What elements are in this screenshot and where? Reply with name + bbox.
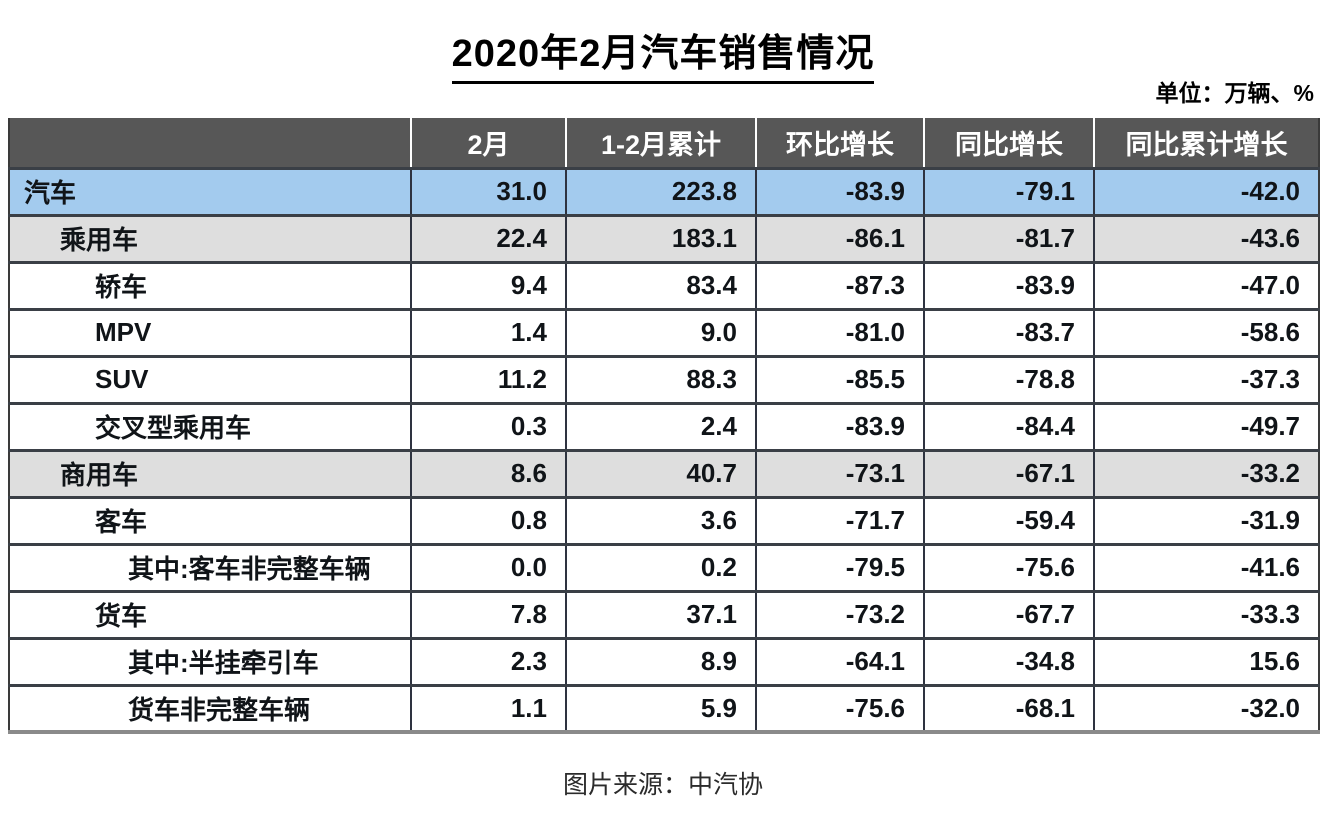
table-header-row: 2月 1-2月累计 环比增长 同比增长 同比累计增长 <box>9 118 1319 168</box>
cell-value: -81.0 <box>755 307 924 356</box>
cell-value: 1.4 <box>410 307 566 356</box>
table-row: 轿车 9.4 83.4 -87.3 -83.9 -47.0 <box>9 260 1319 309</box>
cell-value: -83.7 <box>923 307 1094 356</box>
row-label: 乘用车 <box>9 213 411 262</box>
cell-value: -67.7 <box>923 589 1094 638</box>
cell-value: 31.0 <box>410 166 566 215</box>
cell-value: -75.6 <box>755 683 924 732</box>
cell-value: -75.6 <box>923 542 1094 591</box>
cell-value: 183.1 <box>565 213 756 262</box>
cell-value: 22.4 <box>410 213 566 262</box>
cell-value: 0.2 <box>565 542 756 591</box>
cell-value: 3.6 <box>565 495 756 544</box>
cell-value: 0.0 <box>410 542 566 591</box>
cell-value: 7.8 <box>410 589 566 638</box>
unit-note: 单位：万辆、% <box>1155 80 1314 106</box>
cell-value: 223.8 <box>565 166 756 215</box>
cell-value: -33.3 <box>1093 589 1319 638</box>
row-label: 汽车 <box>9 166 411 215</box>
row-label: 商用车 <box>9 448 411 497</box>
cell-value: -87.3 <box>755 260 924 309</box>
cell-value: -41.6 <box>1093 542 1319 591</box>
table-row: 汽车 31.0 223.8 -83.9 -79.1 -42.0 <box>9 166 1319 215</box>
table-row: 其中:客车非完整车辆 0.0 0.2 -79.5 -75.6 -41.6 <box>9 542 1319 591</box>
cell-value: -79.1 <box>923 166 1094 215</box>
cell-value: -58.6 <box>1093 307 1319 356</box>
row-label: MPV <box>9 307 411 356</box>
table-row: 客车 0.8 3.6 -71.7 -59.4 -31.9 <box>9 495 1319 544</box>
cell-value: -79.5 <box>755 542 924 591</box>
cell-value: -34.8 <box>923 636 1094 685</box>
cell-value: -83.9 <box>923 260 1094 309</box>
page-title-text: 2020年2月汽车销售情况 <box>451 22 875 84</box>
cell-value: -32.0 <box>1093 683 1319 732</box>
cell-value: -85.5 <box>755 354 924 403</box>
row-label: 轿车 <box>9 260 411 309</box>
table-row: SUV 11.2 88.3 -85.5 -78.8 -37.3 <box>9 354 1319 403</box>
column-header-cumulative: 1-2月累计 <box>565 118 756 168</box>
cell-value: -47.0 <box>1093 260 1319 309</box>
row-label: 交叉型乘用车 <box>9 401 411 450</box>
table-row: 乘用车 22.4 183.1 -86.1 -81.7 -43.6 <box>9 213 1319 262</box>
cell-value: -71.7 <box>755 495 924 544</box>
cell-value: 8.6 <box>410 448 566 497</box>
cell-value: 15.6 <box>1093 636 1319 685</box>
cell-value: 2.3 <box>410 636 566 685</box>
cell-value: -86.1 <box>755 213 924 262</box>
cell-value: -37.3 <box>1093 354 1319 403</box>
cell-value: -78.8 <box>923 354 1094 403</box>
cell-value: 1.1 <box>410 683 566 732</box>
cell-value: 0.8 <box>410 495 566 544</box>
column-header-yoy-growth: 同比增长 <box>923 118 1094 168</box>
page-title: 2020年2月汽车销售情况 <box>0 22 1326 84</box>
row-label: 客车 <box>9 495 411 544</box>
cell-value: -83.9 <box>755 401 924 450</box>
column-header-yoy-cumulative-growth: 同比累计增长 <box>1093 118 1319 168</box>
cell-value: -33.2 <box>1093 448 1319 497</box>
cell-value: 40.7 <box>565 448 756 497</box>
table-row: 货车非完整车辆 1.1 5.9 -75.6 -68.1 -32.0 <box>9 683 1319 732</box>
cell-value: 11.2 <box>410 354 566 403</box>
cell-value: 2.4 <box>565 401 756 450</box>
cell-value: 9.0 <box>565 307 756 356</box>
sales-table: 2月 1-2月累计 环比增长 同比增长 同比累计增长 汽车 31.0 223.8 -8… <box>8 118 1320 734</box>
row-label: 货车非完整车辆 <box>9 683 411 732</box>
cell-value: -64.1 <box>755 636 924 685</box>
row-label: 其中:半挂牵引车 <box>9 636 411 685</box>
cell-value: -68.1 <box>923 683 1094 732</box>
table-row: 商用车 8.6 40.7 -73.1 -67.1 -33.2 <box>9 448 1319 497</box>
cell-value: 88.3 <box>565 354 756 403</box>
table-row: MPV 1.4 9.0 -81.0 -83.7 -58.6 <box>9 307 1319 356</box>
cell-value: -67.1 <box>923 448 1094 497</box>
cell-value: 0.3 <box>410 401 566 450</box>
cell-value: -42.0 <box>1093 166 1319 215</box>
column-header-feb: 2月 <box>410 118 566 168</box>
cell-value: -49.7 <box>1093 401 1319 450</box>
cell-value: 8.9 <box>565 636 756 685</box>
cell-value: -31.9 <box>1093 495 1319 544</box>
cell-value: -73.2 <box>755 589 924 638</box>
image-source-caption: 图片来源：中汽协 <box>562 771 763 799</box>
cell-value: 83.4 <box>565 260 756 309</box>
column-header-label <box>9 118 411 168</box>
cell-value: 5.9 <box>565 683 756 732</box>
table-row: 货车 7.8 37.1 -73.2 -67.7 -33.3 <box>9 589 1319 638</box>
cell-value: -73.1 <box>755 448 924 497</box>
column-header-mom-growth: 环比增长 <box>755 118 924 168</box>
table-row: 其中:半挂牵引车 2.3 8.9 -64.1 -34.8 15.6 <box>9 636 1319 685</box>
cell-value: -59.4 <box>923 495 1094 544</box>
table-body: 汽车 31.0 223.8 -83.9 -79.1 -42.0 乘用车 22.4 183.1 -8… <box>9 166 1319 732</box>
cell-value: -84.4 <box>923 401 1094 450</box>
row-label: SUV <box>9 354 411 403</box>
cell-value: -83.9 <box>755 166 924 215</box>
cell-value: 37.1 <box>565 589 756 638</box>
table-row: 交叉型乘用车 0.3 2.4 -83.9 -84.4 -49.7 <box>9 401 1319 450</box>
cell-value: -81.7 <box>923 213 1094 262</box>
cell-value: 9.4 <box>410 260 566 309</box>
cell-value: -43.6 <box>1093 213 1319 262</box>
row-label: 其中:客车非完整车辆 <box>9 542 411 591</box>
row-label: 货车 <box>9 589 411 638</box>
